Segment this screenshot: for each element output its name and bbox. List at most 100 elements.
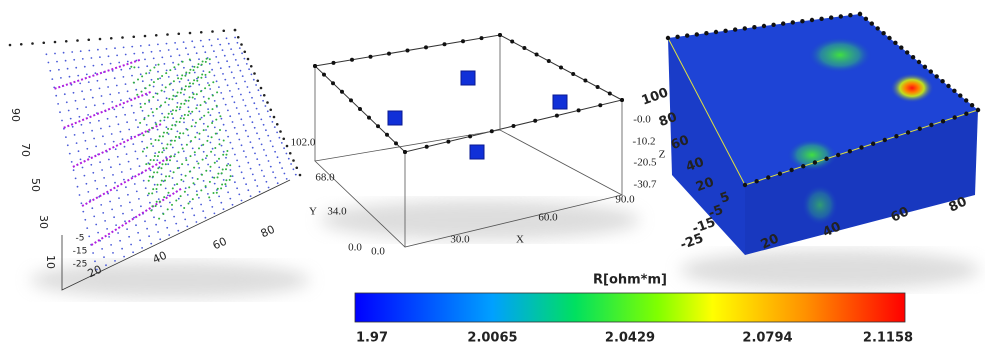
- tick-label: -20.5: [634, 157, 657, 169]
- data-point: [254, 179, 256, 182]
- data-point: [135, 190, 138, 193]
- edge-dot: [905, 130, 911, 135]
- data-point: [287, 157, 290, 160]
- data-point: [246, 110, 249, 112]
- data-point: [169, 69, 172, 72]
- edge-dot: [694, 32, 699, 37]
- tick-label: -15: [73, 247, 88, 257]
- data-point: [224, 103, 227, 106]
- edge-dot: [295, 166, 299, 170]
- edge-dot: [42, 41, 46, 45]
- data-point: [191, 198, 194, 201]
- data-point: [195, 190, 198, 193]
- data-point: [254, 152, 256, 155]
- data-point: [114, 148, 117, 151]
- data-point: [117, 232, 119, 234]
- data-point: [63, 93, 66, 96]
- tick-label: 60.0: [538, 212, 558, 224]
- data-point: [208, 71, 211, 74]
- data-point: [130, 135, 133, 138]
- data-point: [226, 84, 229, 87]
- data-point: [153, 66, 156, 69]
- data-point: [240, 118, 243, 121]
- data-point: [225, 129, 227, 132]
- data-point: [152, 57, 155, 60]
- data-point: [191, 119, 194, 121]
- edge-dot: [761, 23, 767, 29]
- data-point: [211, 206, 214, 208]
- data-point: [150, 78, 153, 81]
- data-point: [159, 183, 162, 186]
- data-point: [145, 155, 148, 157]
- data-point: [160, 173, 163, 176]
- edge-dot: [367, 115, 371, 120]
- data-point: [219, 129, 221, 131]
- data-point: [122, 46, 125, 49]
- data-point: [182, 117, 185, 120]
- data-point: [105, 184, 107, 187]
- data-point: [213, 126, 216, 129]
- data-point: [238, 112, 240, 115]
- tick-label: 80: [947, 194, 970, 215]
- data-point: [249, 195, 252, 198]
- data-point: [138, 198, 140, 200]
- data-point: [79, 50, 82, 53]
- data-point: [61, 119, 63, 122]
- data-point: [188, 110, 190, 113]
- data-point: [105, 264, 107, 267]
- data-point: [236, 187, 239, 190]
- data-point: [258, 137, 261, 140]
- tick-label: 90: [9, 108, 22, 122]
- data-point: [137, 66, 140, 69]
- data-point: [166, 208, 169, 211]
- data-point: [165, 42, 168, 45]
- data-point: [225, 164, 228, 167]
- edge-dot: [882, 137, 887, 143]
- data-point: [153, 171, 155, 174]
- edge-dot: [403, 150, 407, 154]
- data-point: [165, 72, 168, 75]
- edge-dot: [246, 57, 250, 61]
- data-point: [196, 178, 199, 180]
- profile-line: [81, 155, 172, 207]
- data-point: [96, 268, 98, 271]
- data-point: [152, 81, 155, 84]
- data-point: [158, 217, 161, 220]
- data-point: [91, 129, 93, 132]
- data-point: [172, 94, 175, 97]
- data-point: [152, 175, 154, 178]
- data-point: [180, 115, 183, 117]
- data-point: [180, 77, 183, 80]
- data-point: [151, 126, 153, 129]
- tick-label: 30.0: [450, 234, 470, 246]
- edge-dot: [489, 129, 494, 134]
- edge-dot: [859, 145, 864, 150]
- edge-dot: [789, 167, 794, 173]
- data-point: [191, 91, 194, 94]
- edge-dot: [836, 152, 841, 158]
- data-point: [176, 160, 179, 163]
- data-point: [187, 79, 190, 82]
- data-point: [104, 220, 106, 222]
- data-point: [104, 143, 106, 145]
- tick-label: 80: [657, 110, 679, 130]
- data-point: [193, 79, 196, 82]
- data-point: [152, 188, 155, 191]
- data-point: [227, 109, 229, 112]
- edge-dot: [847, 149, 853, 154]
- data-point: [93, 137, 95, 140]
- data-point: [244, 104, 247, 107]
- shadow: [320, 200, 640, 240]
- data-point: [68, 75, 71, 78]
- data-point: [116, 155, 119, 158]
- data-point: [179, 91, 182, 94]
- data-point: [162, 135, 164, 138]
- data-point: [222, 123, 225, 126]
- data-point: [98, 87, 101, 90]
- data-point: [139, 106, 142, 109]
- data-point: [103, 256, 105, 258]
- data-point: [224, 78, 227, 81]
- data-point: [211, 68, 214, 71]
- tick-label: 60: [669, 133, 691, 153]
- data-point: [199, 118, 202, 121]
